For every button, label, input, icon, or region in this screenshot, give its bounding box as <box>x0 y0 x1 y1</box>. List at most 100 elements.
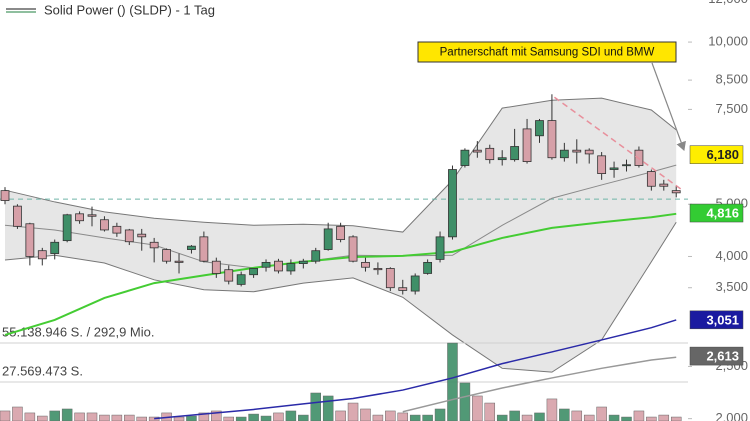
volume-bar <box>37 415 48 421</box>
volume-bar <box>173 416 185 421</box>
volume-bar <box>223 416 234 421</box>
volume-bar <box>24 412 36 421</box>
candle-body <box>50 241 60 254</box>
volume-bar <box>310 392 321 421</box>
volume-bar <box>186 415 197 421</box>
candle-body <box>597 155 607 174</box>
volume-bar <box>12 406 23 421</box>
candle-body <box>485 147 495 161</box>
annotation-arrow <box>651 62 686 151</box>
indicator-line <box>154 319 677 420</box>
volume-tick-label: 55.138.946 S. / 292,9 Mio. <box>2 324 155 339</box>
y-tick-label: 3,500 <box>715 279 748 294</box>
volume-bar <box>86 412 98 421</box>
candle-body <box>149 241 159 249</box>
candle-body <box>62 214 72 242</box>
volume-bar <box>596 406 607 421</box>
candle-body <box>373 268 383 271</box>
price-marker <box>689 203 744 223</box>
candle-body <box>112 225 122 234</box>
candle-body <box>336 225 346 240</box>
volume-bar <box>496 414 508 421</box>
volume-bar <box>434 408 446 421</box>
volume-bar <box>571 410 583 421</box>
candle-body <box>671 190 681 194</box>
candle-body <box>311 250 321 262</box>
volume-bar <box>322 395 334 421</box>
candle-body <box>435 236 445 260</box>
candle-body <box>124 229 134 243</box>
candle-body <box>236 274 246 285</box>
indicator-line <box>402 356 677 413</box>
candle-body <box>497 157 507 161</box>
candle-body <box>572 149 582 153</box>
candle-body <box>547 120 557 159</box>
volume-bar <box>260 415 272 421</box>
y-tick-label: 2,000 <box>715 410 748 421</box>
candle-body <box>659 183 669 187</box>
trendline <box>553 96 683 191</box>
y-tick-label: 4,000 <box>715 248 748 263</box>
candle-body <box>25 223 35 257</box>
volume-bar <box>248 413 259 421</box>
volume-bar <box>509 410 520 421</box>
volume-bar <box>111 414 123 421</box>
band-upper <box>4 97 677 233</box>
candle-body <box>224 269 234 282</box>
price-marker-label: 6,180 <box>706 147 739 162</box>
candle-body <box>174 260 184 263</box>
candle-body <box>472 149 482 153</box>
volume-bar <box>633 410 645 421</box>
volume-bar <box>484 402 496 421</box>
price-marker-label: 4,816 <box>706 205 739 220</box>
y-tick-label: 7,500 <box>715 101 748 116</box>
volume-bar <box>136 416 147 421</box>
candle-body <box>609 167 619 170</box>
volume-bar <box>447 342 458 421</box>
volume-bar <box>335 410 346 421</box>
candle-body <box>13 205 22 227</box>
candle-body <box>522 128 532 162</box>
candle-body <box>75 213 84 222</box>
volume-bar <box>285 410 297 421</box>
candle-body <box>423 261 433 274</box>
volume-bar <box>397 412 409 421</box>
chart-title: Solid Power () (SLDP) - 1 Tag <box>44 2 215 17</box>
candle-body <box>87 214 97 217</box>
volume-bar <box>49 410 60 421</box>
candle-body <box>410 275 420 292</box>
candle-body <box>162 249 171 262</box>
volume-bar <box>658 414 670 421</box>
candle-body <box>361 261 370 268</box>
volume-bar <box>646 416 657 421</box>
volume-bar <box>385 410 396 421</box>
price-marker-label: 3,051 <box>706 312 739 327</box>
volume-tick-label: 27.569.473 S. <box>2 363 83 378</box>
candle-body <box>510 146 520 161</box>
candle-body <box>249 268 259 276</box>
volume-bar <box>198 412 210 421</box>
volume-bar <box>61 408 73 421</box>
candle-body <box>535 120 544 137</box>
volume-bar <box>273 412 284 421</box>
candle-body <box>286 263 296 272</box>
candle-body <box>199 236 209 262</box>
price-marker <box>689 145 744 164</box>
candle-body <box>211 260 221 274</box>
annotation-text: Partnerschaft mit Samsung SDI und BMW <box>440 47 655 59</box>
volume-bar <box>534 412 545 421</box>
volume-bar <box>621 416 632 421</box>
candle-body <box>460 149 470 166</box>
price-marker <box>689 346 744 366</box>
volume-bar <box>372 414 384 421</box>
volume-bar <box>74 412 85 421</box>
candle-body <box>298 260 308 264</box>
volume-bar <box>124 414 135 421</box>
y-tick-label: 8,500 <box>715 72 748 87</box>
band-lower <box>4 221 677 373</box>
candle-body <box>584 149 594 155</box>
candle-body <box>0 190 10 201</box>
volume-bar <box>347 402 359 421</box>
